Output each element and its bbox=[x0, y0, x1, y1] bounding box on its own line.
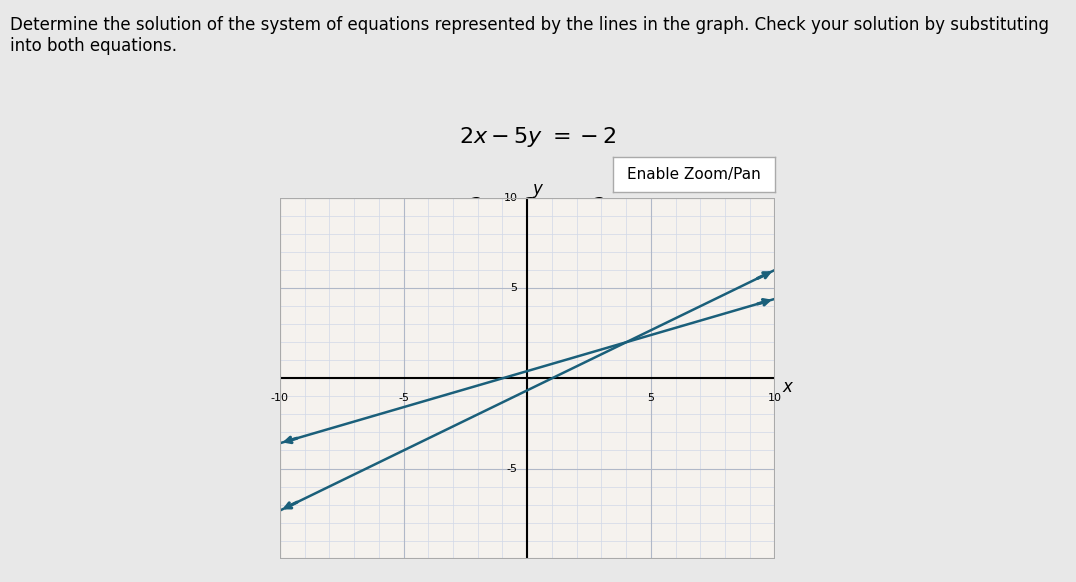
Text: $2x - 5y \ = -2$: $2x - 5y \ = -2$ bbox=[459, 125, 617, 149]
Text: 10: 10 bbox=[504, 193, 518, 203]
Text: y: y bbox=[533, 180, 542, 198]
Text: -5: -5 bbox=[398, 393, 409, 403]
Bar bbox=[280, 198, 775, 559]
Text: Enable Zoom/Pan: Enable Zoom/Pan bbox=[627, 167, 761, 182]
Text: 10: 10 bbox=[767, 393, 782, 403]
Text: -5: -5 bbox=[507, 463, 518, 474]
Text: x: x bbox=[782, 378, 792, 396]
Text: -10: -10 bbox=[271, 393, 288, 403]
Text: Determine the solution of the system of equations represented by the lines in th: Determine the solution of the system of … bbox=[11, 16, 1049, 55]
Text: 5: 5 bbox=[510, 283, 518, 293]
Text: $2x - 3y \ = \ 2$: $2x - 3y \ = \ 2$ bbox=[469, 195, 607, 219]
Text: 5: 5 bbox=[648, 393, 654, 403]
